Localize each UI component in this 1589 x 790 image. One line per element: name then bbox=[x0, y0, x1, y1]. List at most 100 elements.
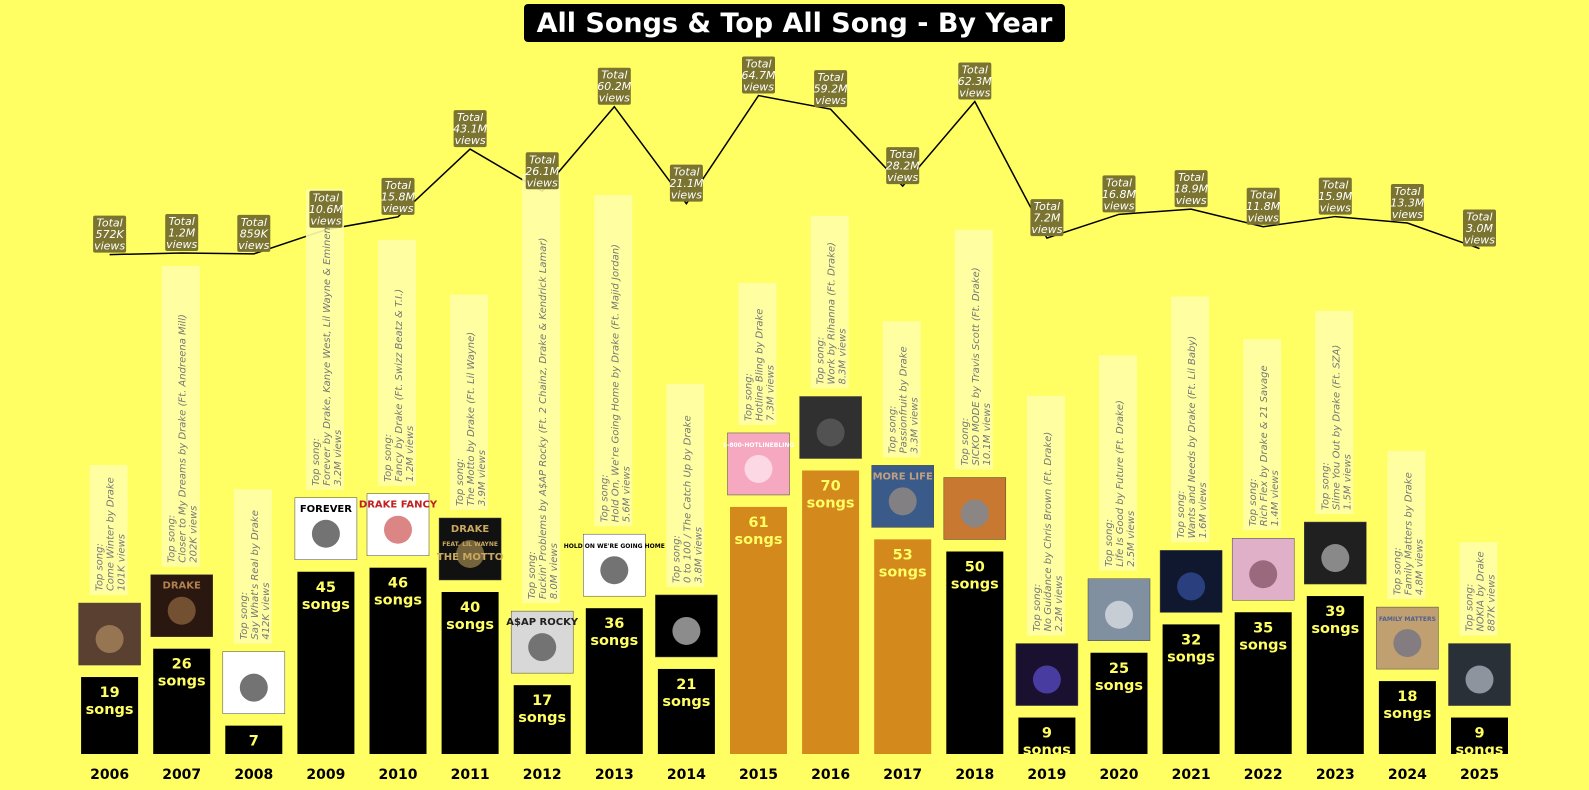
top-song-prefix: Top song: bbox=[816, 337, 827, 385]
album-cover-2025 bbox=[1448, 643, 1511, 706]
bar-value-number: 25 bbox=[1109, 661, 1129, 677]
total-views-word: Total bbox=[457, 111, 483, 124]
top-song-views: 7.3M views bbox=[766, 365, 777, 421]
album-cover-2007: DRAKE bbox=[150, 574, 213, 637]
total-views-value: 64.7M bbox=[742, 69, 776, 82]
total-views-label-text: Total 18.9M views bbox=[1174, 171, 1208, 207]
top-song-annotation-text: Top song:Fuckin' Problems by A$AP Rocky … bbox=[527, 238, 560, 600]
album-cover-2012: A$AP ROCKY bbox=[506, 610, 579, 674]
bar-value-label-2020: 25 songs bbox=[1095, 661, 1143, 694]
total-views-word: Total bbox=[817, 71, 843, 84]
bar-value-unit: songs bbox=[230, 751, 278, 767]
album-cover-2013: HOLD ON WE'RE GOING HOME bbox=[564, 533, 665, 597]
total-views-value: 13.3M bbox=[1390, 197, 1424, 210]
x-tick-label-2021: 2021 bbox=[1172, 767, 1211, 783]
top-song-prefix: Top song: bbox=[888, 405, 899, 453]
album-cover-text: DRAKE FANCY bbox=[359, 500, 438, 511]
total-views-label-bg bbox=[742, 56, 775, 94]
album-cover-text: FEAT. LIL WAYNE bbox=[442, 541, 498, 548]
bar-value-label-2024: 18 songs bbox=[1383, 689, 1431, 722]
top-song-prefix: Top song: bbox=[744, 373, 755, 421]
bar-value-number: 32 bbox=[1181, 632, 1201, 648]
album-cover-art bbox=[960, 499, 989, 528]
total-views-word: views bbox=[310, 215, 341, 228]
bar-value-number: 18 bbox=[1397, 689, 1417, 705]
bar-value-unit: songs bbox=[1023, 743, 1071, 759]
top-song-prefix: Top song: bbox=[527, 551, 538, 599]
bar-value-label-2025: 9 songs bbox=[1456, 726, 1504, 759]
total-views-label-2007: Total 1.2M views bbox=[165, 214, 199, 252]
top-song-prefix: Top song: bbox=[1392, 547, 1403, 595]
total-views-word: Total bbox=[1322, 179, 1348, 192]
top-song-annotation-text: Top song:Rich Flex by Drake & 21 Savage1… bbox=[1248, 365, 1281, 526]
top-song-prefix: Top song: bbox=[960, 418, 971, 466]
total-views-label-bg bbox=[669, 164, 703, 202]
top-song-title: Closer to My Dreams by Drake (Ft. Andree… bbox=[178, 314, 189, 563]
top-song-views: 1.6M views bbox=[1198, 482, 1209, 538]
bar-value-unit: songs bbox=[446, 617, 494, 633]
top-song-title: Forever by Drake, Kanye West, Lil Wayne … bbox=[322, 223, 333, 485]
top-song-views: 887K views bbox=[1487, 574, 1498, 631]
top-song-annotation-text: Top song:Hold On, We're Going Home by Dr… bbox=[599, 244, 632, 522]
top-song-title: Passionfruit by Drake bbox=[899, 346, 910, 453]
top-song-title: Fuckin' Problems by A$AP Rocky (Ft. 2 Ch… bbox=[538, 238, 549, 600]
total-views-label-bg bbox=[1318, 177, 1352, 215]
album-cover-art bbox=[816, 418, 845, 447]
top-song-annotation-2006: Top song:Come Winter by Drake101K views bbox=[89, 465, 128, 596]
bar-value-number: 35 bbox=[1253, 620, 1273, 636]
total-views-word: views bbox=[815, 94, 846, 107]
x-tick-label-2013: 2013 bbox=[595, 767, 634, 783]
x-tick-label-2025: 2025 bbox=[1460, 767, 1499, 783]
album-cover-2008 bbox=[222, 651, 286, 714]
bar-value-label-2006: 19 songs bbox=[86, 685, 134, 718]
total-views-label-2014: Total 21.1M views bbox=[669, 164, 704, 202]
total-views-label-text: Total 10.6M views bbox=[309, 192, 343, 228]
bar-value-label-2023: 39 songs bbox=[1311, 604, 1359, 637]
total-views-value: 18.9M bbox=[1174, 183, 1208, 196]
album-cover-art bbox=[744, 454, 773, 483]
total-views-word: Total bbox=[601, 69, 627, 82]
x-tick-label-2016: 2016 bbox=[811, 767, 850, 783]
total-views-word: Total bbox=[745, 58, 771, 71]
total-views-word: views bbox=[527, 176, 558, 189]
album-cover-text: HOLD ON WE'RE GOING HOME bbox=[564, 543, 665, 550]
top-song-annotation-2012: Top song:Fuckin' Problems by A$AP Rocky … bbox=[522, 174, 561, 604]
top-song-prefix: Top song: bbox=[1032, 584, 1043, 632]
bar-value-number: 70 bbox=[821, 479, 841, 495]
album-cover-art bbox=[1249, 560, 1278, 589]
bar-value-number: 50 bbox=[965, 560, 985, 576]
total-views-label-2022: Total 11.8M views bbox=[1246, 187, 1281, 225]
top-song-title: SICKO MODE by Travis Scott (Ft. Drake) bbox=[971, 267, 982, 465]
total-views-label-2017: Total 28.2M views bbox=[886, 147, 920, 185]
bar-value-label-2011: 40 songs bbox=[446, 600, 494, 633]
album-cover-2010: DRAKE FANCY bbox=[359, 493, 438, 556]
total-views-word: views bbox=[1248, 212, 1279, 225]
top-song-title: Family Matters by Drake bbox=[1403, 472, 1414, 595]
bar-value-number: 46 bbox=[388, 576, 408, 592]
total-views-label-2024: Total 13.3M views bbox=[1390, 184, 1425, 222]
total-views-value: 26.1M bbox=[525, 165, 559, 178]
total-views-value: 3.0M bbox=[1466, 222, 1493, 235]
total-views-label-text: Total 26.1M views bbox=[525, 153, 559, 189]
total-views-value: 15.8M bbox=[381, 190, 415, 203]
album-cover-art bbox=[167, 596, 196, 625]
top-song-annotation-bg bbox=[1171, 296, 1210, 543]
album-cover-art bbox=[1105, 600, 1133, 629]
total-views-word: Total bbox=[673, 166, 699, 179]
bar-value-label-2012: 17 songs bbox=[518, 693, 566, 726]
bar-value-number: 36 bbox=[604, 616, 624, 632]
total-views-word: views bbox=[1392, 208, 1423, 221]
bar-value-number: 17 bbox=[532, 693, 552, 709]
top-song-views: 202K views bbox=[189, 506, 200, 563]
total-views-word: views bbox=[1176, 194, 1207, 207]
top-song-views: 8.3M views bbox=[838, 329, 849, 385]
top-song-views: 1.2M views bbox=[405, 426, 416, 482]
top-song-annotation-2025: Top song:NOKIA by Drake887K views bbox=[1459, 542, 1498, 636]
album-cover-art bbox=[528, 633, 557, 662]
top-song-title: 0 to 100 / The Catch Up by Drake bbox=[682, 415, 693, 583]
total-views-label-2009: Total 10.6M views bbox=[309, 190, 343, 228]
total-views-value: 1.2M bbox=[168, 227, 195, 240]
top-song-annotation-2013: Top song:Hold On, We're Going Home by Dr… bbox=[594, 194, 633, 527]
total-views-word: views bbox=[743, 81, 774, 94]
top-song-annotation-text: Top song:Forever by Drake, Kanye West, L… bbox=[311, 223, 344, 485]
